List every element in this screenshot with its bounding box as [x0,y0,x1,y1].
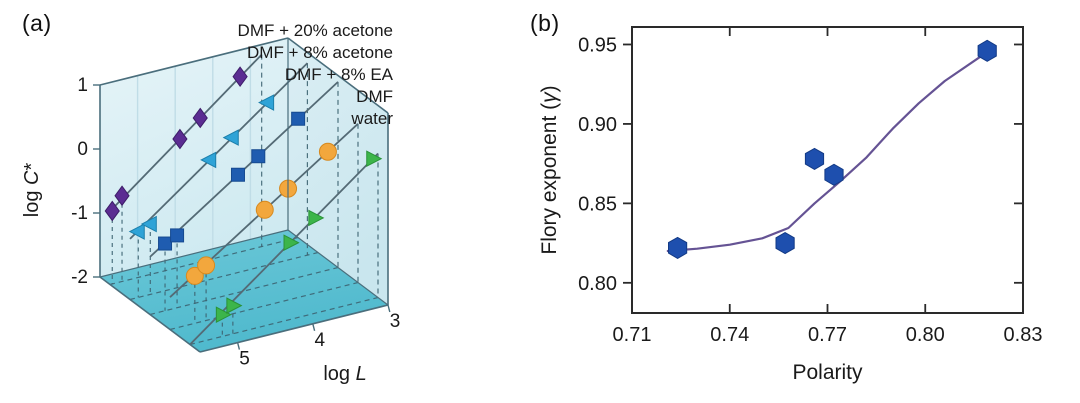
x-tick-label: 3 [390,311,401,332]
data-point-marker [255,200,274,219]
box-edge [99,37,289,86]
x-tick-label: 0.77 [808,324,847,346]
panel-b-flory-polarity-chart: 0.71 0.74 0.77 0.80 0.83 0.80 0.85 0.90 0.95 Pola… [538,26,1043,384]
series-triangle-left [128,94,275,240]
y-axis-title: Flory exponent (γ) [538,85,561,254]
data-point-marker [291,111,306,126]
z-tick-label: -2 [71,267,88,288]
z-tick-label: -1 [71,203,88,224]
box-edge [99,276,201,353]
data-point-marker [775,232,795,255]
data-point-marker [215,306,232,323]
data-point-marker [251,149,266,164]
data-point-marker [318,142,337,161]
x-tick-label: 0.74 [710,324,749,346]
x-tick-label: 5 [239,349,250,370]
x-tick-label: 0.83 [1004,324,1043,346]
box-edge [287,37,389,114]
y-tick-label: 0.90 [578,114,617,136]
data-point-marker [222,129,239,146]
series-triangle-right [215,150,383,323]
x-tick-label: 0.71 [613,324,652,346]
panel-a-3d-scaling-chart: 1 0 -1 -2 5 4 3 log L log C* DMF + 20% acetone DMF… [21,21,401,385]
data-point-marker [200,151,217,169]
data-point-marker [258,94,275,111]
data-point-marker [977,39,997,62]
y-axis-title: log C* [21,163,43,218]
series-square [158,111,306,251]
data-point-marker [226,297,243,314]
z-tick-label: 1 [77,75,88,96]
data-point-marker [170,228,185,243]
data-point-marker [104,200,120,222]
data-point-marker [140,215,157,233]
z-tick-label: 0 [77,139,88,160]
data-point-marker [824,163,844,186]
data-point-marker [366,150,383,167]
data-point-marker [158,236,173,251]
series-fit-line [129,62,309,240]
data-point-marker [232,66,248,87]
y-tick-label: 0.80 [578,273,617,295]
series-diamond [104,66,248,222]
solvent-label: DMF + 20% acetone [238,21,393,40]
solvent-label: DMF [356,87,393,106]
x-tick-label: 0.80 [906,324,945,346]
data-point-marker [230,167,245,182]
data-point-marker [308,209,325,227]
x-axis-tick [387,304,391,313]
data-point-marker [128,223,145,240]
data-point-marker [283,234,300,252]
solvent-label: DMF + 8% acetone [247,43,393,62]
series-circle [185,142,337,285]
box-edge [199,304,389,353]
x-tick-label: 4 [315,330,326,351]
solvent-label: water [350,109,393,128]
x-axis-title: Polarity [792,361,863,384]
box-edge [287,229,389,306]
y-tick-label: 0.85 [578,193,617,215]
data-point-marker [804,147,825,170]
data-point-marker [172,128,188,150]
data-point-marker [192,107,208,129]
y-tick-label: 0.95 [578,34,617,56]
fit-curve [666,52,987,253]
x-axis-tick [236,342,241,350]
scatter-series [668,39,997,259]
back-wall [100,38,288,277]
x-axis-title: log L [323,363,366,385]
x-axis-tick [312,323,316,331]
box-edge [99,229,289,278]
data-point-marker [197,256,216,275]
panel-a-label: (a) [22,10,52,36]
data-point-marker [668,236,688,259]
data-point-marker [114,185,130,207]
solvent-label: DMF + 8% EA [285,65,394,84]
floor-plane [100,230,388,352]
panel-b-label: (b) [530,10,560,36]
data-point-marker [185,266,204,285]
